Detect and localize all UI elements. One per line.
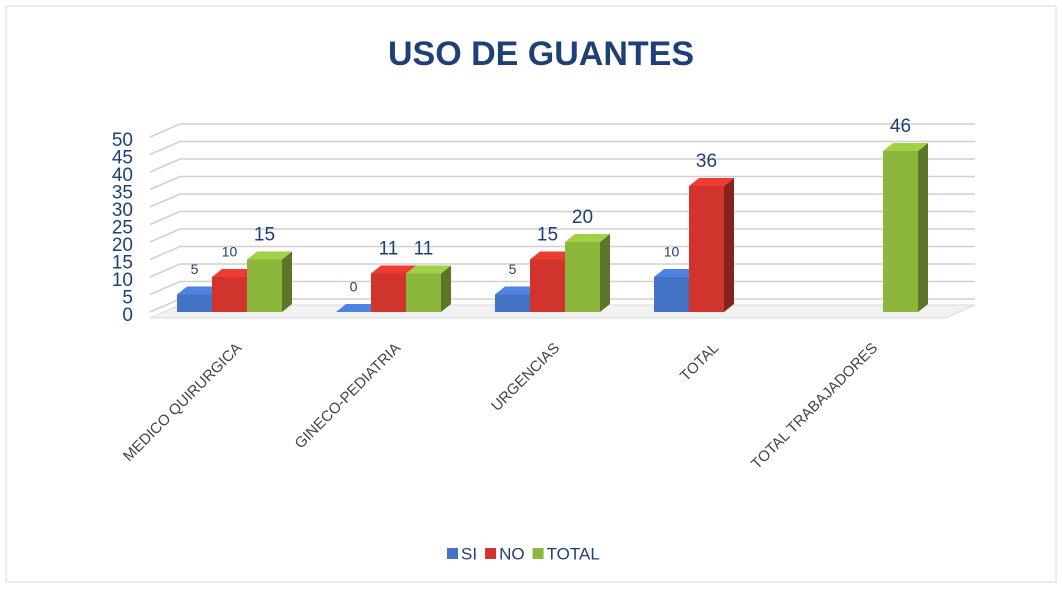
bar-side: [600, 234, 610, 312]
legend-label: SI: [461, 544, 477, 563]
y-tick-label: 40: [112, 165, 133, 186]
data-label: 5: [509, 261, 517, 277]
bar-top: [406, 265, 451, 274]
y-tick-label: 10: [112, 270, 133, 291]
bar: [406, 265, 451, 312]
grid-line: [149, 158, 975, 173]
bar: [247, 251, 292, 312]
bar-front: [212, 277, 247, 312]
bar-top: [177, 286, 222, 295]
y-tick-label: 35: [112, 183, 133, 204]
bar-front: [177, 294, 212, 312]
bar-front: [495, 294, 530, 312]
bar-top: [689, 178, 734, 186]
data-label: 15: [254, 225, 275, 246]
legend-swatch: [532, 548, 544, 559]
data-label: 0: [350, 279, 358, 295]
bar-front: [371, 273, 406, 312]
bar-side: [282, 251, 292, 312]
grid-line: [149, 140, 975, 156]
bar: [883, 143, 928, 312]
legend: SI NO TOTAL: [447, 544, 600, 563]
legend-label: TOTAL: [547, 544, 600, 563]
y-tick-label: 5: [122, 288, 133, 309]
bar-front: [565, 242, 600, 312]
y-tick-label: 30: [112, 200, 133, 221]
data-label: 5: [191, 261, 199, 277]
data-label: 10: [664, 244, 680, 260]
bar-front: [883, 151, 918, 312]
y-tick-label: 50: [112, 130, 133, 151]
y-tick-label: 20: [112, 235, 133, 256]
bar-side: [441, 265, 451, 312]
data-label: 36: [696, 151, 717, 172]
bar-front: [247, 259, 282, 312]
legend-label: NO: [499, 544, 525, 563]
chart-title: USO DE GUANTES: [388, 35, 694, 73]
y-tick-label: 25: [112, 218, 133, 239]
data-label: 11: [379, 239, 399, 260]
y-tick-label: 15: [112, 253, 133, 274]
data-label: 10: [222, 244, 238, 260]
bar-top: [247, 251, 292, 260]
bar-front: [654, 277, 689, 312]
bar-front: [689, 186, 724, 312]
grid-line: [149, 175, 975, 191]
bar: [565, 234, 610, 312]
legend-swatch: [485, 548, 497, 559]
bar-top: [565, 234, 610, 242]
bar-top: [654, 269, 699, 277]
data-label: 46: [890, 116, 911, 137]
data-label: 15: [537, 225, 558, 246]
data-label: 11: [414, 239, 434, 260]
bar-top: [883, 143, 928, 151]
bar-side: [918, 143, 928, 312]
grid-line: [149, 123, 975, 138]
bar-top: [336, 304, 381, 312]
data-label: 20: [572, 207, 593, 228]
bar-top: [212, 269, 257, 277]
y-tick-label: 45: [112, 148, 133, 169]
bar-front: [530, 259, 565, 312]
legend-swatch: [447, 548, 458, 559]
bar: [336, 304, 381, 312]
bar-top: [495, 286, 540, 295]
bar-top: [530, 251, 575, 260]
bar-front: [406, 273, 441, 312]
y-tick-label: 0: [122, 305, 133, 326]
bar-side: [724, 178, 734, 312]
bar: [689, 178, 734, 312]
bar-top: [371, 265, 416, 274]
